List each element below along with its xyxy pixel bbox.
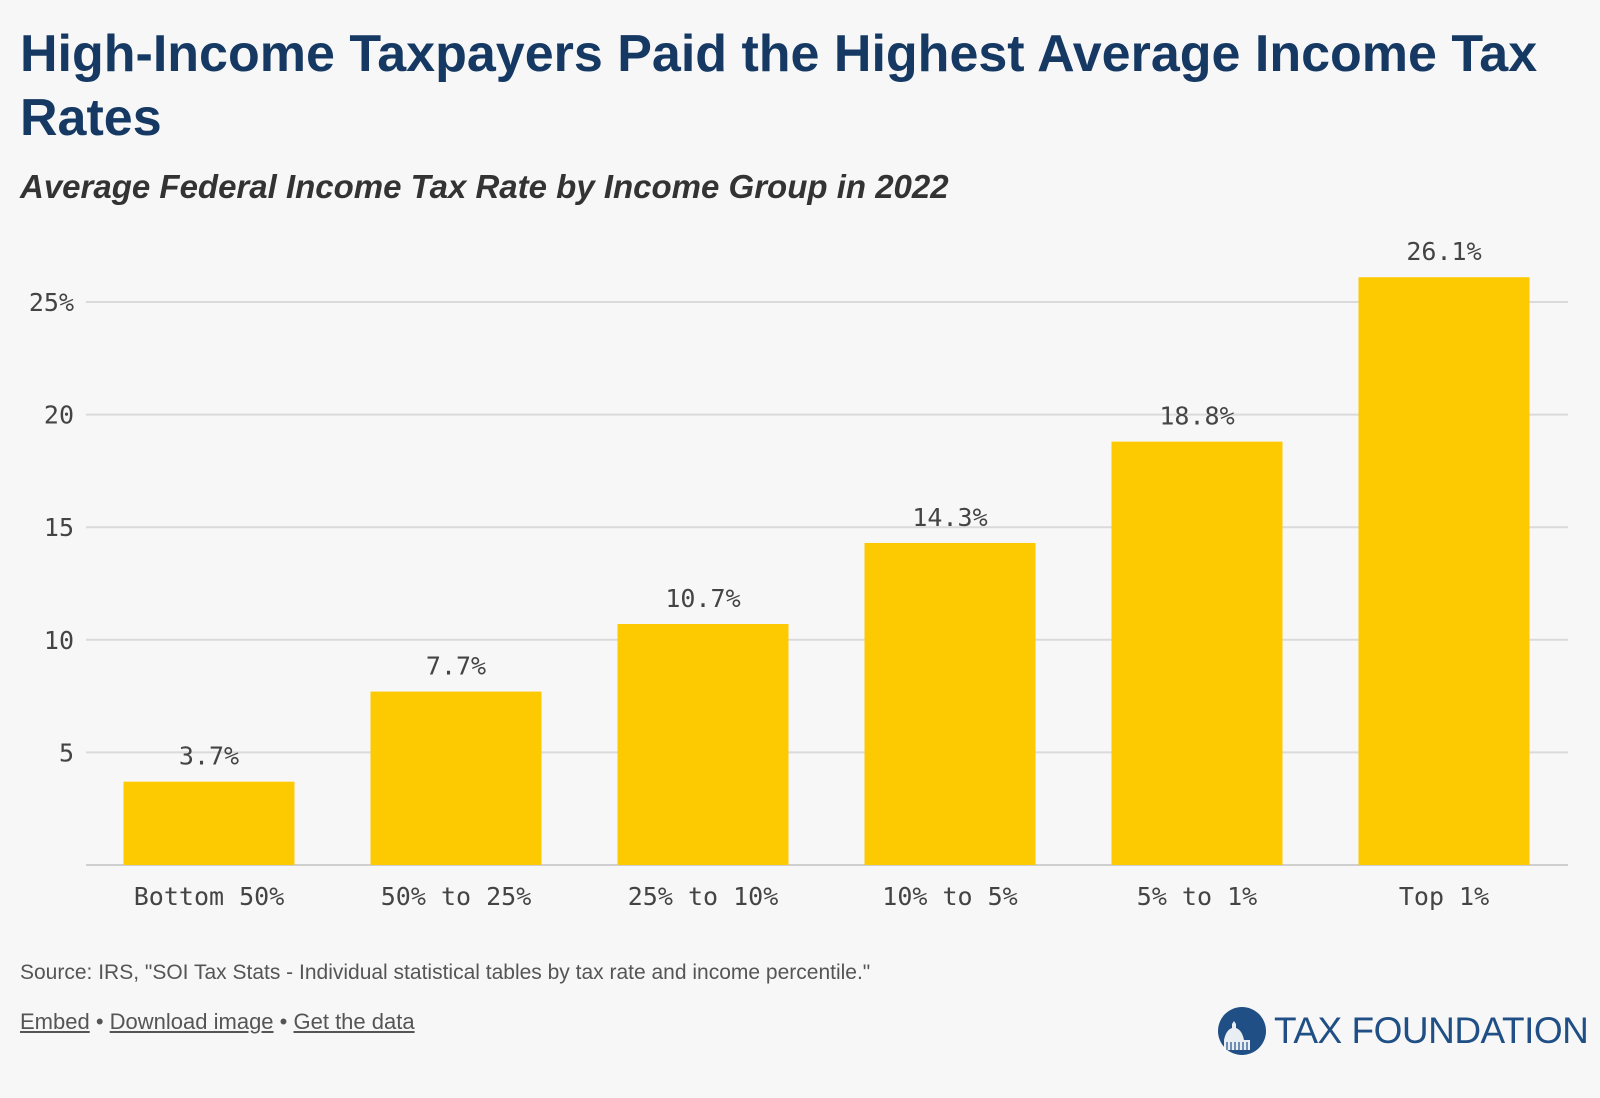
x-tick-label: 50% to 25%: [381, 882, 532, 911]
separator: •: [279, 1009, 288, 1034]
bar: [1111, 441, 1283, 865]
download-image-link[interactable]: Download image: [109, 1009, 274, 1034]
x-tick-label: 25% to 10%: [628, 882, 779, 911]
data-label: 7.7%: [426, 652, 486, 681]
y-tick-label: 5: [59, 738, 74, 767]
embed-link[interactable]: Embed: [20, 1009, 90, 1034]
source-note: Source: IRS, "SOI Tax Stats - Individual…: [20, 961, 871, 984]
x-tick-label: Bottom 50%: [134, 882, 285, 911]
bar: [370, 691, 542, 865]
tax-foundation-logo[interactable]: TAX FOUNDATION: [1216, 1006, 1589, 1056]
chart-title: High-Income Taxpayers Paid the Highest A…: [20, 25, 1538, 147]
capitol-dome-icon: [1218, 1007, 1266, 1055]
y-tick-label: 20: [44, 401, 74, 430]
get-the-data-link[interactable]: Get the data: [293, 1009, 415, 1034]
data-label: 18.8%: [1159, 402, 1234, 431]
x-tick-label: 10% to 5%: [882, 882, 1017, 911]
data-label: 14.3%: [912, 503, 987, 532]
bar: [864, 542, 1036, 865]
data-label: 3.7%: [179, 742, 239, 771]
bar-chart: 5 10 15 20 25% 3.7% Bottom 50% 7.7% 50% to 25% 10…: [29, 237, 1568, 911]
footer-links: Embed • Download image • Get the data: [20, 1009, 415, 1035]
separator: •: [95, 1009, 104, 1034]
logo-text: TAX FOUNDATION: [1274, 1010, 1589, 1051]
x-tick-label: Top 1%: [1399, 882, 1489, 911]
y-tick-label: 15: [44, 513, 74, 542]
bar: [123, 781, 295, 865]
chart-subtitle: Average Federal Income Tax Rate by Incom…: [20, 168, 949, 205]
y-tick-label: 25%: [29, 288, 74, 317]
bar: [1358, 277, 1530, 865]
y-tick-label: 10: [44, 626, 74, 655]
x-tick-label: 5% to 1%: [1137, 882, 1257, 911]
bar: [617, 624, 789, 865]
data-label: 26.1%: [1406, 237, 1481, 266]
data-label: 10.7%: [665, 584, 740, 613]
